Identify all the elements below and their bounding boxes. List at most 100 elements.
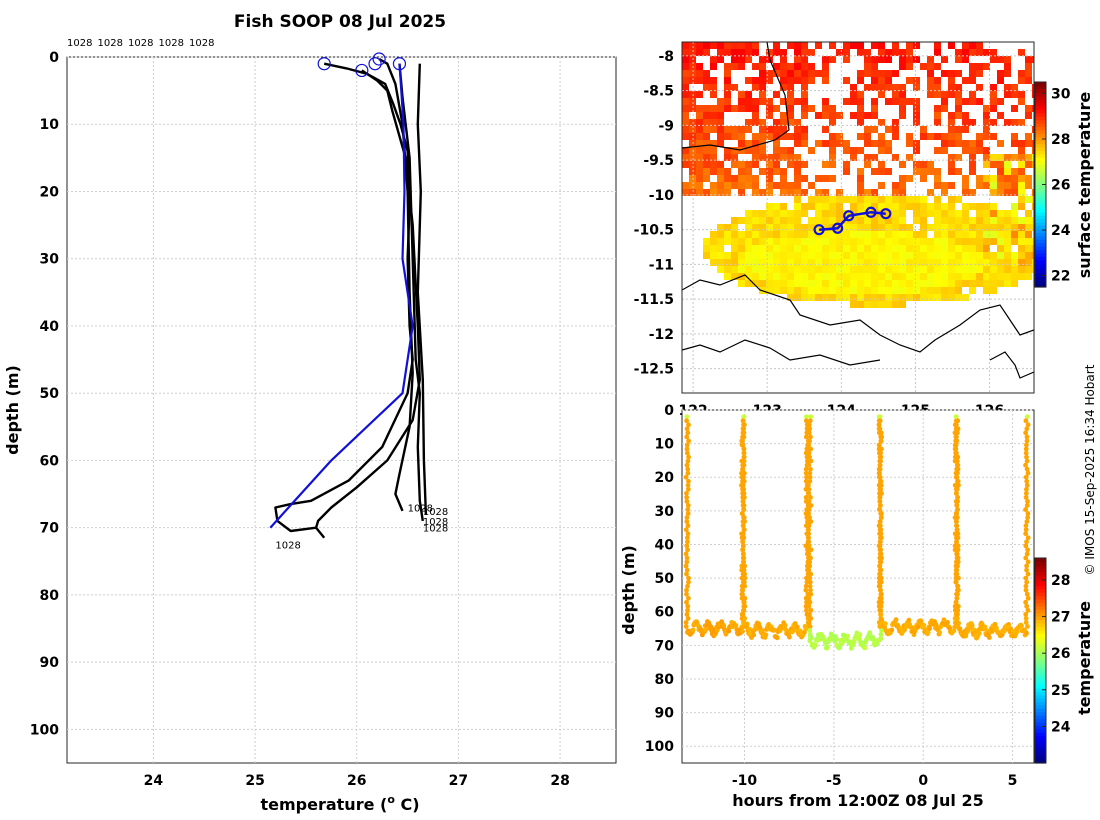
sst-cell (843, 287, 850, 294)
sst-cell (1032, 203, 1034, 210)
section-point (771, 627, 777, 633)
sst-cell (1011, 280, 1018, 287)
sst-cell (1032, 189, 1034, 196)
sst-cell (766, 224, 773, 231)
section-point (1025, 515, 1031, 520)
sst-cell (983, 266, 990, 273)
section-point (878, 535, 883, 541)
sst-cell (1011, 210, 1018, 217)
sst-cell (808, 294, 815, 301)
temp-colorbar-swatch (1035, 708, 1046, 713)
sst-cell (843, 294, 850, 301)
section-point (685, 458, 691, 464)
sst-cell (864, 161, 871, 168)
sst-cell (927, 259, 934, 266)
sst-cell (976, 280, 983, 287)
sst-colorbar-swatch (1035, 116, 1046, 121)
map-y-tick: -12 (649, 327, 674, 343)
sst-cell (1032, 126, 1034, 133)
sst-cell (906, 259, 913, 266)
section-point (954, 527, 960, 533)
sst-cell (969, 147, 976, 154)
sst-cell (941, 252, 948, 259)
sst-cell (1011, 252, 1018, 259)
sst-cell (738, 140, 745, 147)
sst-cell (822, 189, 829, 196)
temp-colorbar-swatch (1035, 687, 1046, 692)
sst-cell (724, 49, 731, 56)
sst-cell (801, 140, 808, 147)
sst-cell (745, 161, 752, 168)
sst-cell (808, 217, 815, 224)
sst-cell (808, 280, 815, 287)
sst-cell (787, 133, 794, 140)
sst-cell (983, 182, 990, 189)
sst-colorbar-swatch (1035, 242, 1046, 247)
sst-cell (815, 259, 822, 266)
sst-cell (927, 161, 934, 168)
sst-cell (948, 91, 955, 98)
sst-cell (731, 126, 738, 133)
section-point (877, 503, 883, 508)
section-point (807, 515, 813, 520)
sst-cell (780, 189, 787, 196)
sst-cell (892, 119, 899, 126)
sst-cell (717, 133, 724, 140)
sst-cell (696, 189, 703, 196)
sst-cell (724, 126, 731, 133)
sst-cell (1004, 252, 1011, 259)
section-point (1019, 623, 1024, 629)
sst-cell (927, 224, 934, 231)
sst-cell (850, 84, 857, 91)
section-point (774, 635, 780, 641)
sst-cell (787, 238, 794, 245)
profile-x-label-sup: o (387, 793, 395, 806)
sst-cell (948, 112, 955, 119)
sst-cell (731, 252, 738, 259)
sst-cell (801, 63, 808, 70)
sst-cell (878, 168, 885, 175)
section-point (684, 612, 690, 617)
sst-cell (885, 294, 892, 301)
sst-colorbar-swatch (1035, 164, 1046, 169)
sst-colorbar-swatch (1035, 112, 1046, 117)
section-point (807, 418, 813, 424)
sst-cell (955, 238, 962, 245)
sst-cell (780, 217, 787, 224)
section-point (808, 503, 814, 508)
sst-cell (710, 168, 717, 175)
sst-cell (787, 91, 794, 98)
section-point (953, 470, 959, 476)
sst-cell (1011, 189, 1018, 196)
sst-cell (864, 203, 871, 210)
sst-cell (689, 133, 696, 140)
section-point (741, 567, 747, 573)
sst-cell (962, 273, 969, 280)
sst-cell (815, 245, 822, 252)
sst-cell (689, 147, 696, 154)
sst-cell (997, 168, 1004, 175)
sst-cell (731, 259, 738, 266)
sst-cell (808, 273, 815, 280)
sst-cell (822, 56, 829, 63)
sst-colorbar-swatch (1035, 222, 1046, 227)
sst-cell (892, 280, 899, 287)
sst-cell (787, 154, 794, 161)
sst-cell (934, 252, 941, 259)
section-points (683, 414, 1031, 651)
sst-colorbar-tick-label: 24 (1051, 223, 1071, 239)
section-point (806, 543, 812, 549)
sst-cell (878, 42, 885, 49)
sst-cell (913, 84, 920, 91)
temp-colorbar-swatch (1035, 745, 1046, 750)
sst-cell (1025, 245, 1032, 252)
section-point (685, 466, 691, 472)
sst-cell (913, 210, 920, 217)
sst-cell (745, 231, 752, 238)
profile-start-marker (392, 57, 407, 71)
sst-cell (808, 203, 815, 210)
sst-cell (906, 98, 913, 105)
section-point (879, 599, 884, 605)
sst-cell (1018, 98, 1025, 105)
map-y-tick: -10 (649, 188, 675, 204)
